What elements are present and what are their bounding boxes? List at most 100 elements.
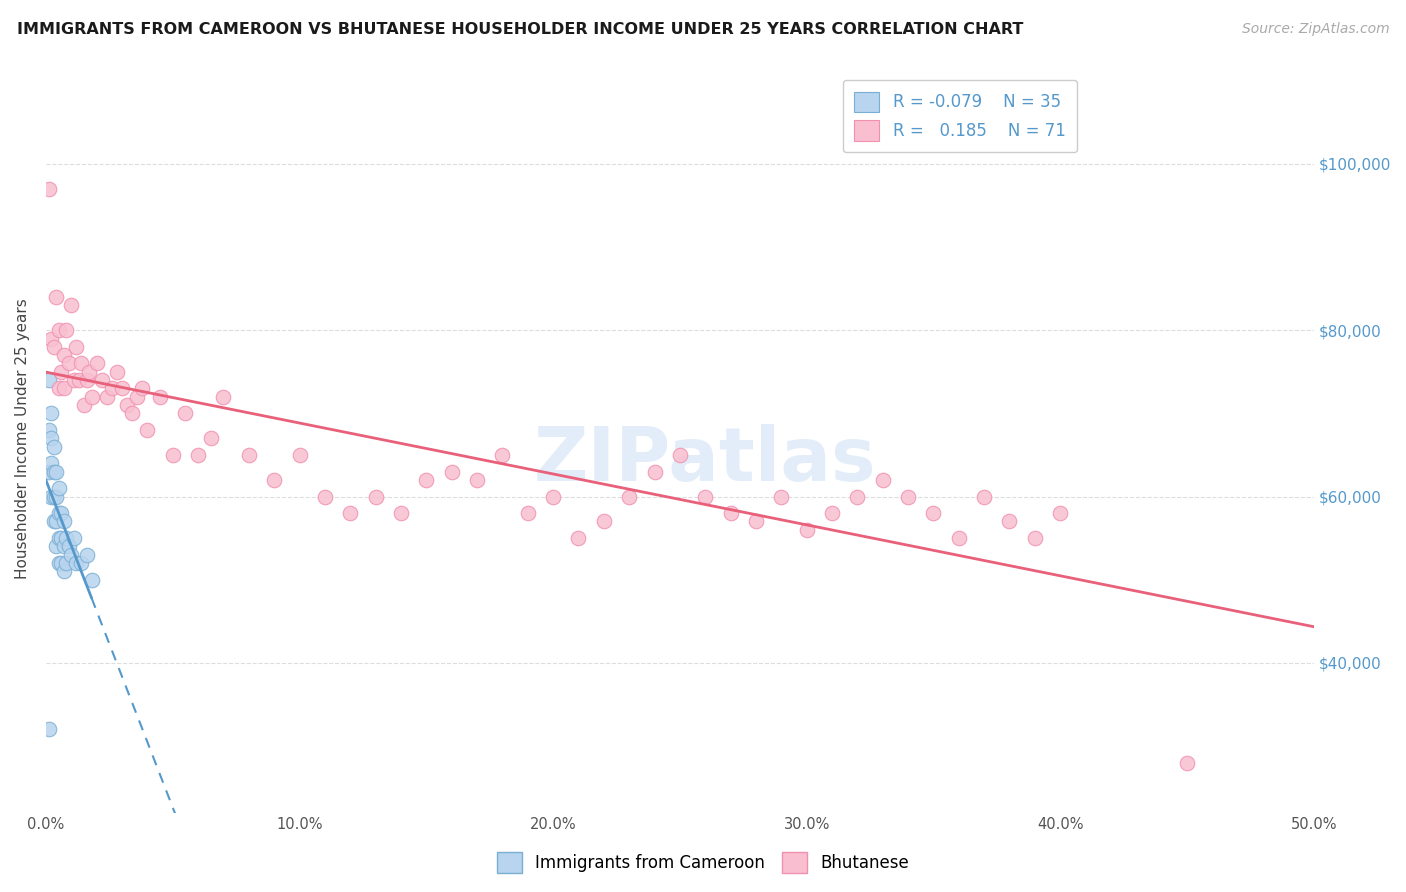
Point xyxy=(1049,506,1071,520)
Point xyxy=(212,390,235,404)
Point xyxy=(948,531,970,545)
Point xyxy=(96,390,118,404)
Point xyxy=(65,556,87,570)
Point xyxy=(42,515,65,529)
Point xyxy=(770,490,793,504)
Point xyxy=(67,373,90,387)
Point xyxy=(541,490,564,504)
Point xyxy=(131,381,153,395)
Point xyxy=(39,431,62,445)
Legend: R = -0.079    N = 35, R =   0.185    N = 71: R = -0.079 N = 35, R = 0.185 N = 71 xyxy=(842,80,1077,153)
Point xyxy=(364,490,387,504)
Point xyxy=(45,465,67,479)
Point xyxy=(465,473,488,487)
Point xyxy=(45,540,67,554)
Point xyxy=(101,381,124,395)
Point xyxy=(127,390,149,404)
Point xyxy=(105,365,128,379)
Point xyxy=(73,398,96,412)
Legend: Immigrants from Cameroon, Bhutanese: Immigrants from Cameroon, Bhutanese xyxy=(491,846,915,880)
Text: IMMIGRANTS FROM CAMEROON VS BHUTANESE HOUSEHOLDER INCOME UNDER 25 YEARS CORRELAT: IMMIGRANTS FROM CAMEROON VS BHUTANESE HO… xyxy=(17,22,1024,37)
Point xyxy=(39,331,62,345)
Point xyxy=(592,515,614,529)
Point xyxy=(48,323,70,337)
Point xyxy=(121,406,143,420)
Point xyxy=(42,440,65,454)
Point xyxy=(238,448,260,462)
Point xyxy=(45,490,67,504)
Point xyxy=(1175,756,1198,770)
Point xyxy=(55,556,77,570)
Point xyxy=(644,465,666,479)
Point xyxy=(162,448,184,462)
Point xyxy=(52,381,75,395)
Point xyxy=(339,506,361,520)
Point xyxy=(76,373,98,387)
Point xyxy=(872,473,894,487)
Point xyxy=(60,548,83,562)
Point xyxy=(77,365,100,379)
Point xyxy=(39,456,62,470)
Y-axis label: Householder Income Under 25 years: Householder Income Under 25 years xyxy=(15,298,30,579)
Point xyxy=(136,423,159,437)
Point xyxy=(720,506,742,520)
Point xyxy=(745,515,768,529)
Text: ZIPatlas: ZIPatlas xyxy=(534,425,876,497)
Point xyxy=(51,365,73,379)
Point xyxy=(52,515,75,529)
Point xyxy=(440,465,463,479)
Point xyxy=(38,723,60,737)
Point xyxy=(80,390,103,404)
Point xyxy=(39,490,62,504)
Point xyxy=(76,548,98,562)
Point xyxy=(415,473,437,487)
Point xyxy=(796,523,818,537)
Point xyxy=(263,473,285,487)
Point xyxy=(617,490,640,504)
Point xyxy=(58,356,80,370)
Point xyxy=(200,431,222,445)
Point xyxy=(516,506,538,520)
Point xyxy=(42,340,65,354)
Point xyxy=(55,531,77,545)
Point xyxy=(70,356,93,370)
Point xyxy=(111,381,134,395)
Point xyxy=(58,540,80,554)
Point xyxy=(38,373,60,387)
Point xyxy=(55,323,77,337)
Point xyxy=(1024,531,1046,545)
Point xyxy=(42,490,65,504)
Point xyxy=(48,481,70,495)
Point xyxy=(38,182,60,196)
Point xyxy=(669,448,692,462)
Point xyxy=(38,465,60,479)
Point xyxy=(52,348,75,362)
Point xyxy=(314,490,336,504)
Point xyxy=(42,465,65,479)
Point xyxy=(922,506,945,520)
Point xyxy=(45,290,67,304)
Point xyxy=(897,490,920,504)
Point xyxy=(48,381,70,395)
Point xyxy=(63,531,86,545)
Text: Source: ZipAtlas.com: Source: ZipAtlas.com xyxy=(1241,22,1389,37)
Point xyxy=(52,565,75,579)
Point xyxy=(39,406,62,420)
Point xyxy=(65,340,87,354)
Point xyxy=(90,373,112,387)
Point xyxy=(60,298,83,312)
Point xyxy=(998,515,1021,529)
Point xyxy=(973,490,995,504)
Point xyxy=(45,515,67,529)
Point xyxy=(52,540,75,554)
Point xyxy=(288,448,311,462)
Point xyxy=(51,556,73,570)
Point xyxy=(48,556,70,570)
Point xyxy=(187,448,209,462)
Point xyxy=(821,506,844,520)
Point xyxy=(695,490,717,504)
Point xyxy=(48,531,70,545)
Point xyxy=(38,423,60,437)
Point xyxy=(491,448,513,462)
Point xyxy=(70,556,93,570)
